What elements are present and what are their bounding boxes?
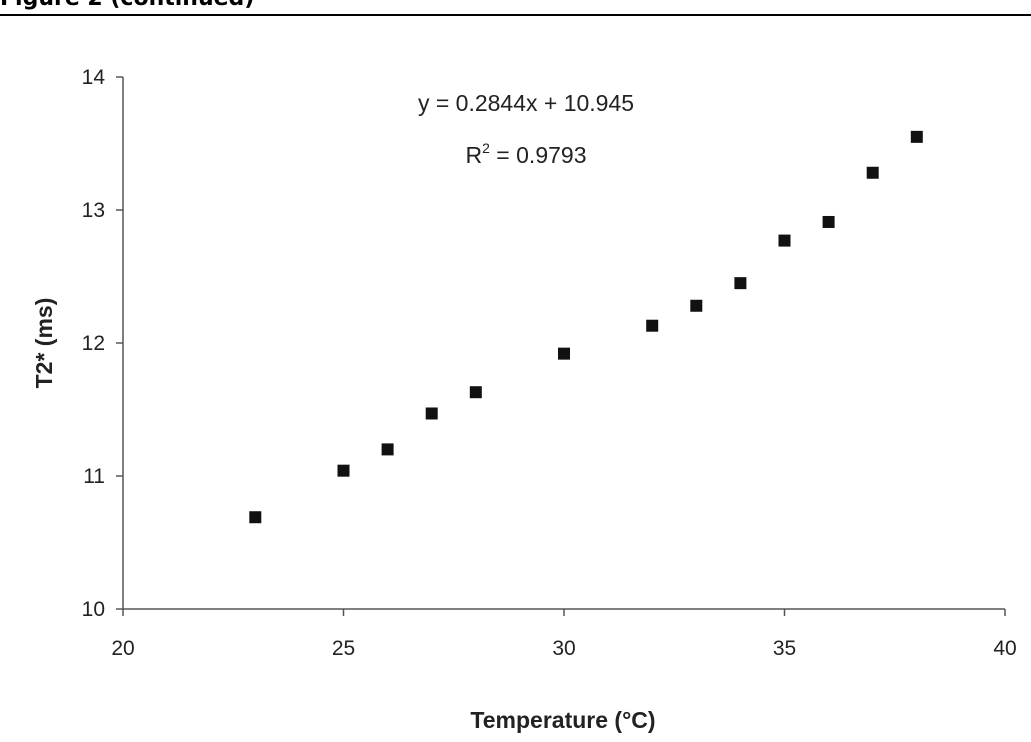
data-point (337, 464, 350, 477)
y-tick-labels: 10 11 12 13 14 (82, 66, 106, 621)
y-tick-label: 10 (82, 598, 105, 621)
y-tick-label: 12 (82, 332, 105, 355)
y-axis-title: T2* (ms) (31, 298, 57, 389)
data-point (646, 319, 659, 332)
figure-caption: Figure 2 (continued) (0, 0, 254, 11)
data-point (822, 215, 835, 228)
x-tick-label: 40 (993, 637, 1016, 660)
r-squared-annotation: R2 = 0.9793 (466, 140, 587, 168)
data-point (690, 299, 703, 312)
x-tick-label: 20 (111, 637, 134, 660)
data-point (249, 511, 262, 524)
data-point (778, 234, 791, 247)
x-axis-title: Temperature (°C) (470, 707, 655, 733)
y-tick-label: 14 (82, 66, 106, 89)
y-tick-label: 13 (82, 199, 105, 222)
data-point (866, 166, 879, 179)
r-squared-label: R (466, 142, 483, 168)
x-tick-labels: 20 25 30 35 40 (111, 637, 1016, 660)
data-point (469, 386, 482, 399)
data-point (734, 277, 747, 290)
r-squared-exponent: 2 (482, 140, 490, 156)
data-point (425, 407, 438, 420)
x-tick-label: 35 (773, 637, 796, 660)
equation-annotation: y = 0.2844x + 10.945 (418, 90, 634, 116)
data-point (381, 443, 394, 456)
x-tick-label: 25 (332, 637, 355, 660)
data-points (249, 130, 923, 524)
data-point (910, 130, 923, 143)
x-tick-label: 30 (552, 637, 575, 660)
data-point (558, 347, 570, 360)
header-rule (0, 14, 1031, 16)
axes (116, 76, 1006, 616)
y-tick-label: 11 (83, 465, 105, 488)
r-squared-value: = 0.9793 (490, 142, 587, 168)
